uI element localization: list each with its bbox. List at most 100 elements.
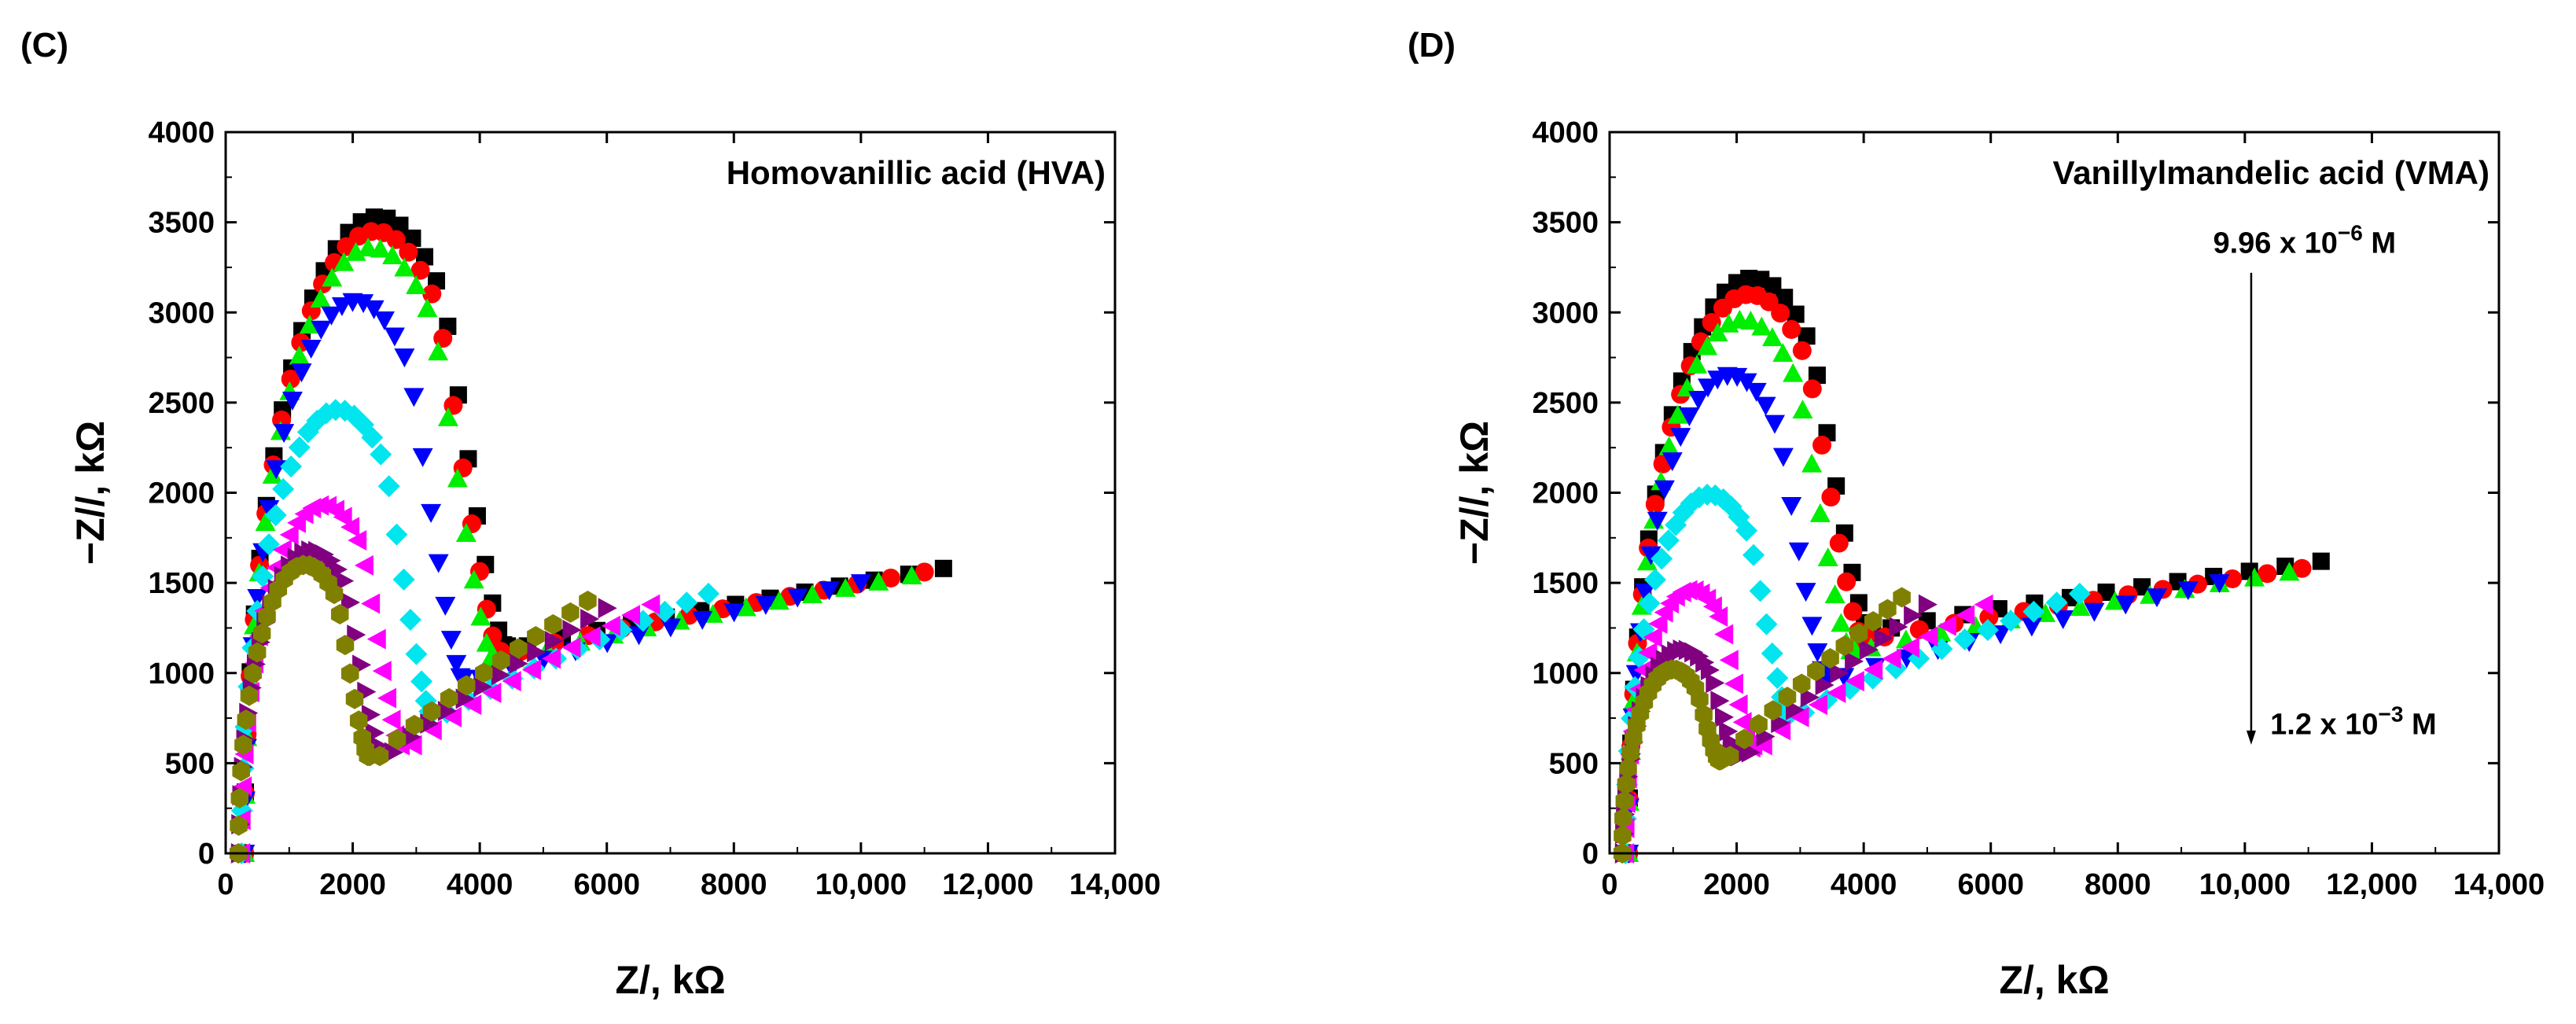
- data-point: [384, 327, 405, 347]
- y-tick-label: 2000: [148, 477, 215, 510]
- data-point: [1879, 599, 1897, 620]
- y-tick-label: 3500: [148, 207, 215, 240]
- data-point: [2177, 581, 2199, 601]
- data-point: [561, 602, 580, 623]
- y-tick-label: 2000: [1532, 477, 1599, 510]
- data-point: [385, 523, 408, 546]
- data-point: [901, 565, 922, 584]
- data-point: [561, 637, 581, 658]
- data-point: [1736, 373, 1757, 392]
- data-point: [2068, 582, 2091, 605]
- data-point: [1901, 637, 1920, 658]
- data-point: [641, 594, 661, 615]
- x-tick-label: 4000: [447, 868, 513, 901]
- data-point: [1800, 687, 1820, 708]
- data-point: [2045, 591, 2068, 614]
- data-point: [1790, 706, 1809, 727]
- data-point: [1687, 354, 1708, 374]
- data-point: [1974, 594, 1993, 615]
- data-point: [1956, 605, 1975, 626]
- data-point: [1724, 673, 1743, 694]
- data-point: [462, 694, 482, 716]
- data-point: [1979, 607, 1999, 627]
- data-point: [2223, 569, 2243, 588]
- data-point: [1798, 327, 1816, 345]
- data-point: [291, 363, 312, 383]
- data-point: [1662, 452, 1683, 472]
- data-point: [1688, 391, 1709, 411]
- data-point: [262, 465, 283, 484]
- data-point: [1904, 605, 1923, 626]
- panel-hva: (C) 0 2000 4000 6000 8000 10,000 12,000 14,000 0 5…: [20, 26, 1161, 1002]
- data-point: [282, 391, 303, 411]
- data-point: [601, 615, 620, 636]
- data-point: [363, 300, 385, 319]
- x-tick-label: 4000: [1831, 868, 1897, 901]
- data-point: [1761, 642, 1783, 665]
- panel-label: (D): [1408, 26, 1455, 64]
- data-point: [1761, 327, 1783, 347]
- data-point: [542, 648, 561, 669]
- data-point: [1740, 310, 1761, 330]
- data-point: [1772, 342, 1794, 362]
- data-point: [544, 613, 562, 635]
- data-point: [598, 598, 617, 619]
- data-point: [279, 525, 299, 546]
- data-point: [1638, 592, 1661, 615]
- data-point: [1698, 378, 1719, 398]
- data-point: [1640, 546, 1662, 565]
- data-point: [455, 522, 477, 542]
- x-tick-label: 10,000: [815, 868, 907, 901]
- data-point: [2146, 588, 2167, 608]
- data-point: [382, 245, 403, 264]
- data-point: [322, 550, 341, 571]
- data-point: [331, 297, 352, 317]
- data-point: [934, 559, 952, 577]
- data-point: [1817, 547, 1838, 566]
- data-point: [1643, 569, 1666, 591]
- series-s6: [1615, 580, 1993, 864]
- data-point: [819, 581, 840, 601]
- data-point: [299, 315, 320, 334]
- data-point: [1919, 626, 1938, 647]
- data-point: [335, 570, 355, 591]
- data-point: [1781, 497, 1802, 517]
- panel-label: (C): [20, 26, 68, 64]
- data-point: [802, 584, 823, 604]
- data-point: [881, 568, 900, 588]
- data-point: [1691, 689, 1709, 710]
- data-point: [417, 298, 438, 318]
- data-point: [240, 685, 259, 706]
- data-point: [1654, 480, 1675, 499]
- data-point: [2000, 610, 2022, 632]
- data-point: [372, 661, 392, 682]
- data-point: [264, 504, 287, 527]
- data-point: [361, 426, 384, 449]
- series-s3: [234, 238, 922, 862]
- data-point: [1815, 675, 1834, 696]
- data-point: [1821, 648, 1839, 669]
- data-point: [435, 596, 456, 616]
- series-s2: [235, 222, 934, 863]
- data-point: [403, 388, 425, 407]
- plot-title: Homovanillic acid (HVA): [727, 154, 1106, 191]
- data-point: [420, 713, 440, 735]
- data-point: [1807, 643, 1828, 662]
- data-point: [405, 714, 424, 735]
- data-point: [328, 559, 348, 580]
- panel-vma: (D) 0 2000 4000 6000 8000 10,000 12,000 14,000 0 5…: [1408, 26, 2545, 1002]
- data-point: [482, 682, 502, 703]
- arrow-head-icon: [2246, 730, 2256, 745]
- data-point: [2104, 591, 2125, 610]
- data-point: [366, 628, 386, 650]
- data-point: [1728, 694, 1748, 716]
- data-point: [410, 260, 430, 280]
- data-point: [230, 787, 248, 809]
- series-s8: [229, 554, 597, 864]
- data-point: [333, 252, 355, 271]
- data-point: [1795, 583, 1816, 602]
- data-point: [2084, 602, 2105, 622]
- x-tick-label: 2000: [319, 868, 386, 901]
- y-tick-label: 500: [1549, 747, 1599, 780]
- data-point: [421, 503, 442, 523]
